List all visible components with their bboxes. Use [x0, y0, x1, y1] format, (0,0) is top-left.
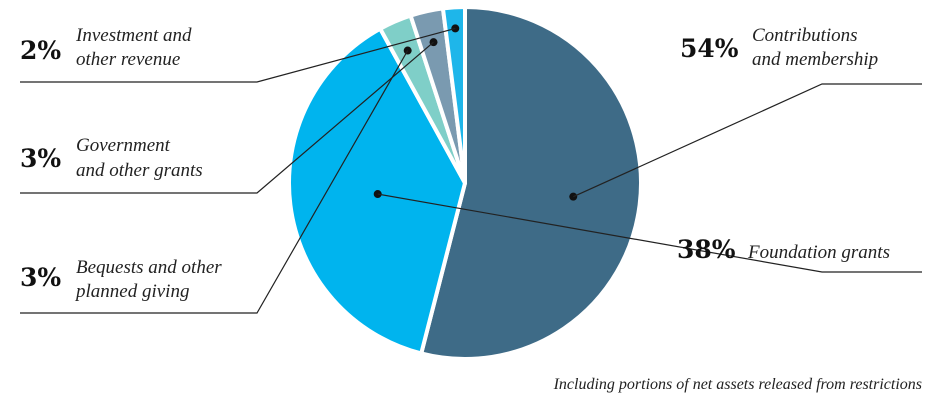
- label-government-line1: Government: [76, 135, 171, 156]
- pie-slice-investment: [440, 5, 467, 185]
- label-investment: 2% Investment and other revenue: [20, 25, 192, 70]
- label-contributions-line2: and membership: [752, 49, 878, 70]
- label-bequests: 3% Bequests and other planned giving: [20, 257, 222, 302]
- label-government: 3% Government and other grants: [20, 135, 203, 181]
- label-bequests-line2: planned giving: [74, 281, 189, 302]
- label-foundation: 38% Foundation grants: [677, 235, 890, 264]
- leader-line-government: [20, 41, 434, 194]
- label-bequests-line1: Bequests and other: [76, 257, 222, 278]
- leader-dot-foundation: [373, 190, 382, 199]
- label-contributions: 54% Contributions and membership: [680, 25, 878, 70]
- footnote: Including portions of net assets release…: [553, 376, 922, 393]
- pct-contributions: 54%: [680, 34, 739, 63]
- leader-line-investment: [20, 27, 456, 83]
- leader-line-contributions: [573, 83, 922, 198]
- pct-government: 3%: [20, 144, 61, 173]
- label-foundation-line1: Foundation grants: [747, 242, 890, 263]
- label-investment-line2: other revenue: [76, 49, 180, 70]
- pie-slices: [287, 5, 643, 361]
- leader-dot-contributions: [569, 192, 578, 201]
- pct-bequests: 3%: [20, 263, 61, 292]
- label-government-line2: and other grants: [76, 160, 203, 181]
- leader-lines: [20, 24, 922, 314]
- pct-foundation: 38%: [677, 235, 736, 264]
- pie-slice-contributions: [419, 5, 643, 361]
- label-investment-line1: Investment and: [75, 25, 192, 46]
- leader-line-bequests: [20, 50, 409, 314]
- pct-investment: 2%: [20, 36, 61, 65]
- leader-line-foundation: [377, 193, 922, 273]
- label-contributions-line1: Contributions: [752, 25, 858, 46]
